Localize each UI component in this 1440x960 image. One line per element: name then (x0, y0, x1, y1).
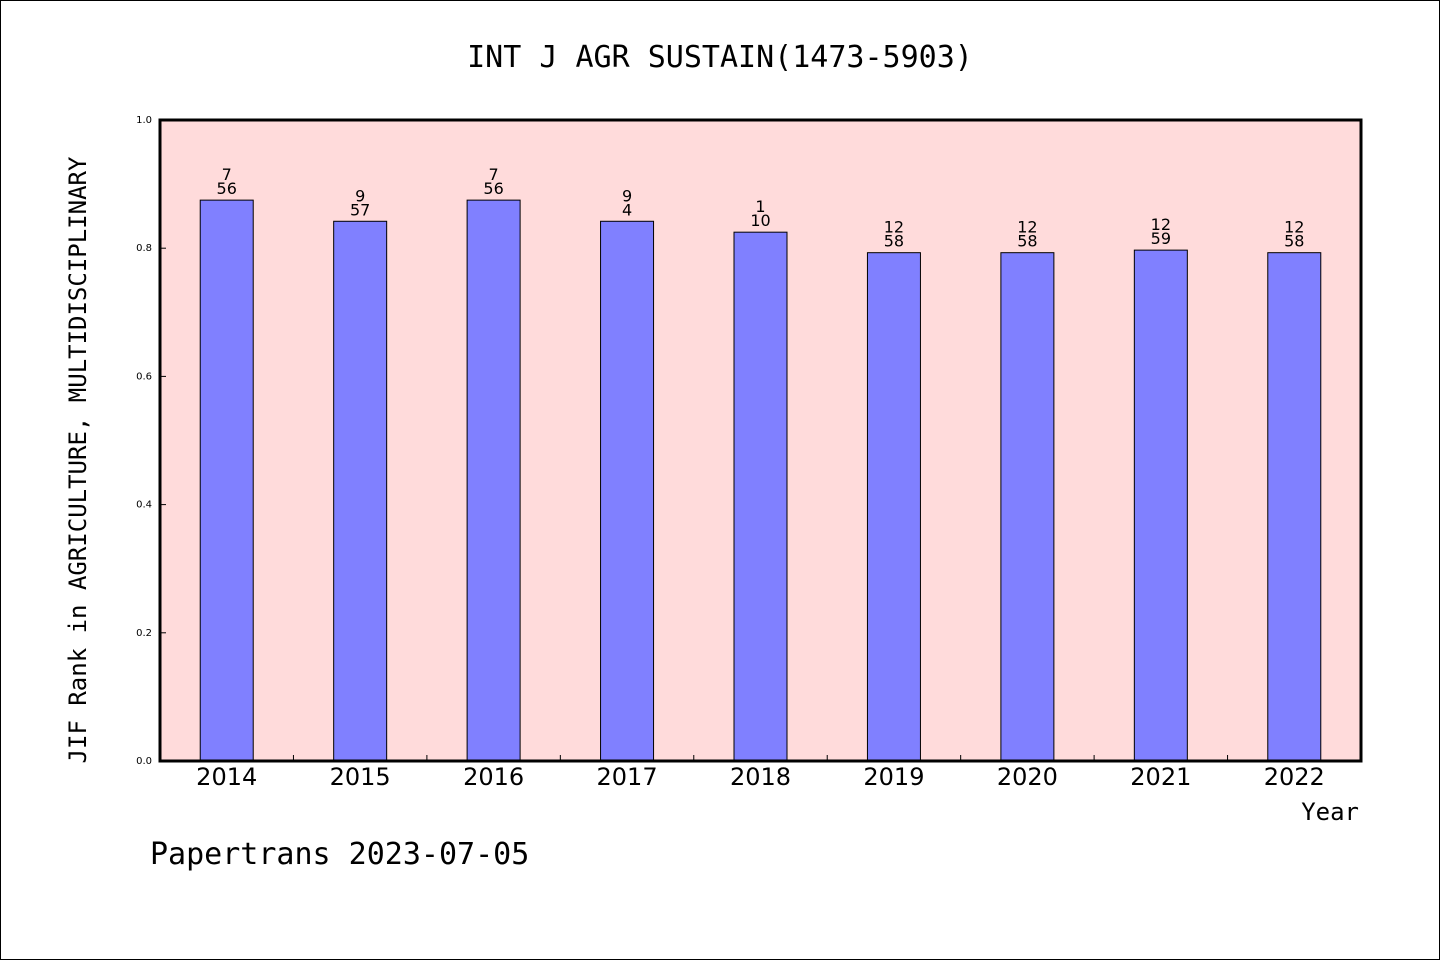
bar-total-label-2020: 58 (1017, 232, 1037, 251)
bar-2014 (199, 199, 254, 762)
x-tick-label-2018: 2018 (730, 763, 791, 791)
x-axis-label: Year (1301, 798, 1359, 826)
bar-total-label-2018: 10 (750, 211, 770, 230)
bar-2015 (333, 220, 388, 762)
x-tick-label-2022: 2022 (1264, 763, 1325, 791)
bar-2020 (1000, 252, 1055, 762)
bar-total-label-2015: 57 (350, 200, 370, 219)
bar-2019 (866, 252, 921, 762)
bar-total-label-2022: 58 (1284, 232, 1304, 251)
bar-total-label-2019: 58 (884, 232, 904, 251)
y-tick-label-0.2: 0.2 (136, 628, 152, 639)
bar-2022 (1267, 252, 1322, 762)
x-tick-label-2015: 2015 (330, 763, 391, 791)
y-axis: 0.0 0.2 0.4 0.6 0.8 1.0 (136, 115, 166, 767)
bar-rank-label-2021: 12 (1151, 215, 1171, 234)
x-tick-label-2016: 2016 (463, 763, 524, 791)
bar-total-label-2016: 56 (483, 179, 503, 198)
x-axis: 2014 2015 2016 2017 2018 2019 2020 2021 2022 (196, 755, 1325, 791)
bar-total-label-2017: 4 (622, 200, 632, 219)
x-tick-label-2014: 2014 (196, 763, 257, 791)
bar-2017 (600, 220, 655, 762)
bar-rank-label-2022: 12 (1284, 218, 1304, 237)
bar-rank-label-2017: 9 (622, 186, 632, 205)
x-tick-label-2021: 2021 (1130, 763, 1191, 791)
bar-total-label-2021: 59 (1151, 229, 1171, 248)
plot-border (158, 118, 1363, 763)
y-tick-label-1.0: 1.0 (136, 115, 152, 126)
bar-rank-label-2015: 9 (355, 186, 365, 205)
footer-credit: Papertrans 2023-07-05 (150, 837, 529, 872)
y-tick-label-0.4: 0.4 (136, 500, 152, 511)
x-tick-label-2019: 2019 (863, 763, 924, 791)
bar-total-label-2014: 56 (217, 179, 237, 198)
y-tick-label-0.0: 0.0 (136, 756, 152, 767)
y-axis-label: JIF Rank in AGRICULTURE, MULTIDISCIPLINA… (64, 156, 92, 763)
y-tick-label-0.8: 0.8 (136, 243, 152, 254)
bar-rank-label-2016: 7 (489, 165, 499, 184)
bar-2021 (1133, 249, 1188, 762)
bar-rank-label-2018: 1 (755, 197, 765, 216)
chart-title: INT J AGR SUSTAIN(1473-5903) (467, 40, 973, 75)
bar-rank-label-2014: 7 (222, 165, 232, 184)
bar-2016 (466, 199, 521, 762)
bars-layer (199, 199, 1322, 762)
bar-rank-label-2019: 12 (884, 218, 904, 237)
x-tick-label-2017: 2017 (597, 763, 658, 791)
bar-rank-label-2020: 12 (1017, 218, 1037, 237)
bar-2018 (733, 231, 788, 762)
y-tick-label-0.6: 0.6 (136, 371, 152, 382)
x-tick-label-2020: 2020 (997, 763, 1058, 791)
